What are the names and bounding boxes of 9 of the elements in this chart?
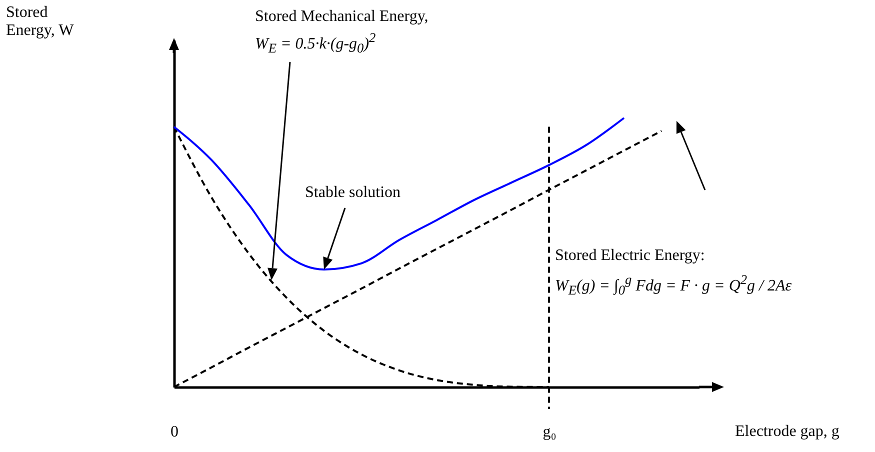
annotation: Stable solution xyxy=(305,184,401,202)
text: W$_{E}$ = 0.5·k·(g-g$_{0}$)$^{2}$ xyxy=(255,30,376,56)
x-axis-title: Electrode gap, g xyxy=(735,423,840,442)
x-tick-label: 0 xyxy=(170,424,178,440)
text: Stored Mechanical Energy, xyxy=(255,8,428,26)
annotation: W$_{E}$(g) = ∫$_{0}$$^{g}$ Fdg = F · g = Q$^{2}$g / 2Aε xyxy=(555,272,792,298)
x-tick-label: g₀ xyxy=(542,424,556,440)
annotation: Stored Electric Energy: xyxy=(555,247,705,266)
text: Stored Energy, W xyxy=(6,4,75,41)
